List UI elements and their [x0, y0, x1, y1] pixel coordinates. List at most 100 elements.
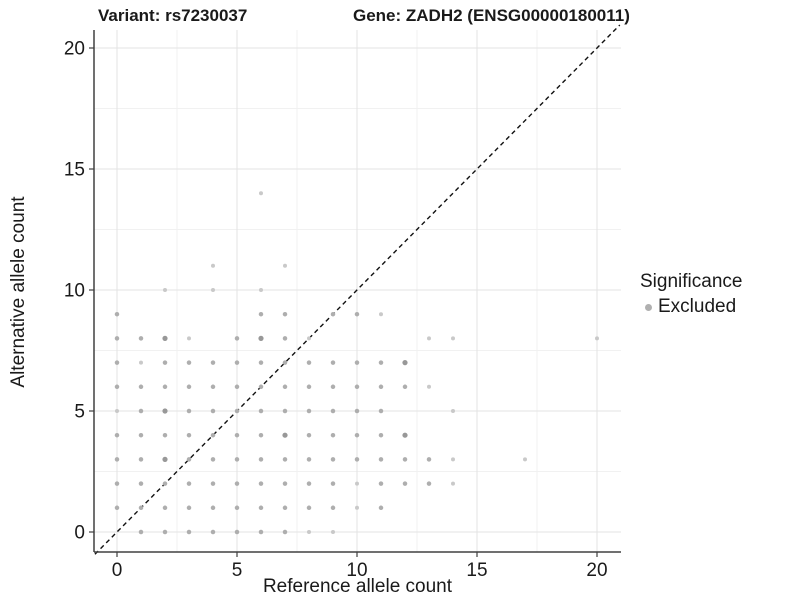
data-point [426, 481, 432, 486]
data-point [186, 384, 192, 390]
data-point [378, 505, 384, 511]
data-point [186, 360, 192, 365]
data-point [355, 505, 359, 510]
data-point [378, 457, 384, 462]
data-point [330, 408, 336, 414]
data-point [402, 384, 408, 390]
data-point [162, 529, 168, 535]
data-point [138, 336, 144, 341]
data-point [282, 336, 288, 341]
data-point [427, 384, 431, 389]
data-point [138, 481, 144, 486]
data-point [138, 384, 144, 390]
data-point [115, 409, 119, 413]
data-point [354, 408, 360, 414]
data-point [234, 505, 240, 511]
data-point [139, 360, 143, 365]
data-point [282, 505, 288, 511]
data-point [234, 481, 240, 486]
data-point [163, 288, 167, 292]
data-point [211, 288, 215, 292]
data-point [114, 384, 120, 390]
data-point [330, 481, 336, 486]
data-point [427, 336, 431, 341]
y-tick-label: 5 [74, 402, 85, 423]
x-axis-title: Reference allele count [262, 576, 453, 597]
data-point [210, 457, 216, 462]
data-point [378, 408, 384, 414]
data-point [331, 530, 335, 534]
data-point [282, 432, 288, 438]
x-tick-label: 20 [586, 560, 607, 581]
data-point [162, 456, 168, 462]
data-point [259, 191, 263, 196]
data-point [210, 384, 216, 390]
data-point [282, 481, 288, 486]
data-point [306, 408, 312, 414]
data-point [186, 505, 192, 511]
data-point [306, 432, 312, 438]
data-point [186, 408, 192, 414]
y-tick-label: 20 [64, 39, 85, 60]
data-point [523, 457, 527, 462]
data-point [258, 457, 264, 462]
data-point [354, 457, 360, 462]
data-point [426, 457, 432, 462]
y-axis-title: Alternative allele count [8, 196, 29, 388]
data-point [162, 408, 168, 414]
data-point [283, 263, 287, 268]
data-point [258, 384, 264, 390]
data-point [402, 432, 408, 438]
data-point [451, 336, 455, 341]
data-point [402, 481, 408, 486]
data-point [234, 336, 240, 341]
data-point [258, 335, 264, 341]
legend-title: Significance [640, 271, 743, 292]
data-point [258, 529, 264, 535]
data-point [306, 481, 312, 486]
data-point [162, 384, 168, 390]
data-point [211, 263, 215, 268]
data-point [114, 505, 120, 511]
y-tick-label: 0 [74, 523, 85, 544]
data-point [138, 457, 144, 462]
data-point [114, 311, 120, 317]
y-tick-label: 15 [64, 160, 85, 181]
x-tick-label: 5 [232, 560, 243, 581]
data-point [282, 529, 288, 535]
data-point [378, 481, 384, 486]
data-point [330, 360, 336, 365]
data-point [258, 505, 264, 511]
data-point [210, 529, 216, 535]
data-point [138, 432, 144, 438]
plot-title-gene: Gene: ZADH2 (ENSG00000180011) [353, 6, 630, 25]
legend-item-excluded: Excluded [640, 296, 742, 318]
data-point [282, 360, 288, 365]
data-point [451, 481, 455, 486]
data-point [595, 336, 599, 341]
plot-title-variant: Variant: rs7230037 [98, 6, 248, 25]
x-tick-label: 0 [112, 560, 123, 581]
identity-line [94, 24, 621, 555]
data-point [186, 529, 192, 535]
data-point [306, 360, 312, 365]
data-point [378, 360, 384, 365]
data-point [451, 457, 455, 462]
data-point [114, 336, 120, 341]
data-point [162, 360, 168, 365]
data-point [258, 481, 264, 486]
data-point [282, 384, 288, 390]
data-point [114, 432, 120, 438]
y-tick-label: 10 [64, 281, 85, 302]
legend-item-label: Excluded [658, 296, 737, 317]
data-point [234, 457, 240, 462]
data-point [259, 288, 263, 292]
data-point [210, 505, 216, 511]
data-point [402, 457, 408, 462]
data-point [282, 408, 288, 414]
data-point [234, 432, 240, 438]
data-point [330, 384, 336, 390]
data-point [234, 529, 240, 535]
